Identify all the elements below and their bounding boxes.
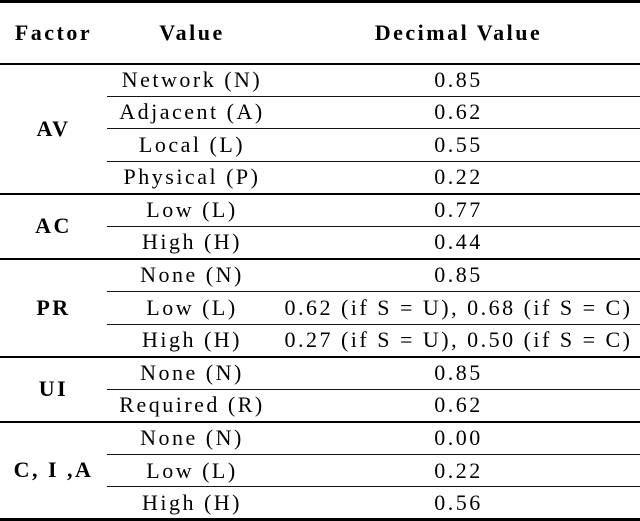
table-row: Physical (P) 0.22 bbox=[0, 160, 640, 194]
table-row: Adjacent (A) 0.62 bbox=[0, 95, 640, 129]
col-header-value: Value bbox=[107, 1, 277, 65]
table-row: Low (L) 0.62 (if S = U), 0.68 (if S = C) bbox=[0, 290, 640, 324]
table-row: AV Network (N) 0.85 bbox=[0, 62, 640, 194]
table-row: High (H) 0.27 (if S = U), 0.50 (if S = C… bbox=[0, 323, 640, 357]
value-cell: High (H) bbox=[107, 486, 277, 520]
header-row: Factor Value Decimal Value bbox=[0, 1, 640, 65]
value-cell: High (H) bbox=[107, 323, 277, 357]
value-cell: Adjacent (A) bbox=[107, 95, 277, 129]
value-cell: Low (L) bbox=[107, 290, 277, 324]
table-row: UI None (N) 0.85 bbox=[0, 355, 640, 422]
value-cell: Low (L) bbox=[107, 192, 277, 227]
decimal-cell: 0.85 bbox=[277, 355, 640, 390]
table-row: High (H) 0.56 bbox=[0, 486, 640, 520]
decimal-cell: 0.22 bbox=[277, 160, 640, 194]
value-cell: None (N) bbox=[107, 257, 277, 292]
decimal-cell: 0.62 bbox=[277, 388, 640, 422]
value-cell: None (N) bbox=[107, 420, 277, 455]
factor-cell-ac: AC bbox=[0, 192, 107, 259]
table-row: Required (R) 0.62 bbox=[0, 388, 640, 422]
col-header-factor: Factor bbox=[0, 1, 107, 65]
table-row: Local (L) 0.55 bbox=[0, 128, 640, 162]
value-cell: Required (R) bbox=[107, 388, 277, 422]
decimal-cell: 0.62 (if S = U), 0.68 (if S = C) bbox=[277, 290, 640, 324]
value-cell: Local (L) bbox=[107, 128, 277, 162]
decimal-cell: 0.00 bbox=[277, 420, 640, 455]
value-cell: None (N) bbox=[107, 355, 277, 390]
decimal-cell: 0.77 bbox=[277, 192, 640, 227]
value-cell: Low (L) bbox=[107, 453, 277, 487]
table-row: High (H) 0.44 bbox=[0, 225, 640, 259]
col-header-decimal-value: Decimal Value bbox=[277, 1, 640, 65]
factor-cell-av: AV bbox=[0, 62, 107, 194]
decimal-cell: 0.44 bbox=[277, 225, 640, 259]
table-row: AC Low (L) 0.77 bbox=[0, 192, 640, 259]
decimal-cell: 0.62 bbox=[277, 95, 640, 129]
decimal-cell: 0.85 bbox=[277, 62, 640, 97]
decimal-cell: 0.55 bbox=[277, 128, 640, 162]
table-row: PR None (N) 0.85 bbox=[0, 257, 640, 357]
factor-cell-cia: C, I ,A bbox=[0, 420, 107, 520]
decimal-cell: 0.56 bbox=[277, 486, 640, 520]
factor-cell-ui: UI bbox=[0, 355, 107, 422]
table-row: C, I ,A None (N) 0.00 bbox=[0, 420, 640, 520]
table-row: Low (L) 0.22 bbox=[0, 453, 640, 487]
value-cell: Physical (P) bbox=[107, 160, 277, 194]
decimal-cell: 0.22 bbox=[277, 453, 640, 487]
decimal-cell: 0.27 (if S = U), 0.50 (if S = C) bbox=[277, 323, 640, 357]
factor-cell-pr: PR bbox=[0, 257, 107, 357]
value-cell: High (H) bbox=[107, 225, 277, 259]
value-cell: Network (N) bbox=[107, 62, 277, 97]
decimal-cell: 0.85 bbox=[277, 257, 640, 292]
